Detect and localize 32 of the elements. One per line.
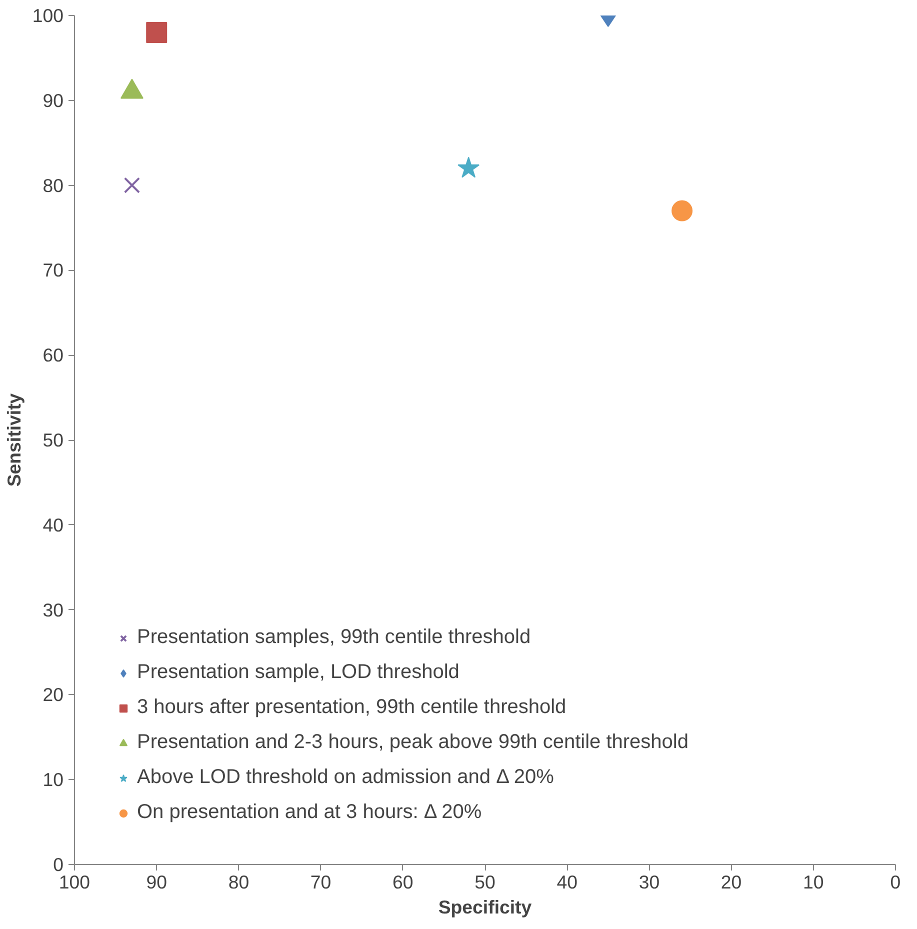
x-tick-label: 80 — [228, 872, 250, 892]
x-tick-label: 20 — [720, 872, 742, 892]
x-tick-label: 40 — [556, 872, 578, 892]
point — [672, 200, 693, 222]
x-axis-title: Specificity — [438, 896, 532, 918]
legend-label: Presentation samples, 99th centile threshold — [137, 626, 531, 649]
y-tick-label: 80 — [42, 174, 64, 196]
x-tick-label: 90 — [146, 872, 167, 892]
x-tick-label: 30 — [638, 872, 660, 892]
y-tick-label: 90 — [42, 90, 64, 111]
y-tick-label: 100 — [32, 5, 64, 26]
legend-label: Presentation sample, LOD threshold — [137, 661, 460, 684]
y-tick-label: 60 — [42, 344, 64, 366]
y-tick-label: 40 — [42, 514, 64, 536]
y-tick-label: 30 — [42, 599, 64, 620]
legend-label: Presentation and 2-3 hours, peak above 99th centile threshold — [137, 731, 688, 754]
legend-label: On presentation and at 3 hours: Δ 20% — [137, 801, 482, 824]
y-tick-label: 20 — [42, 684, 64, 706]
point — [124, 177, 140, 194]
x-tick-label: 0 — [890, 872, 901, 892]
y-tick-label: 50 — [42, 430, 64, 450]
x-tick-label: 10 — [803, 872, 824, 892]
y-tick-label: 10 — [42, 769, 64, 790]
y-axis-title: Sensitivity — [3, 392, 24, 487]
point — [146, 22, 168, 43]
x-tick-label: 60 — [392, 872, 414, 892]
point — [458, 156, 480, 178]
x-tick-label: 50 — [474, 872, 496, 892]
legend-label: Above LOD threshold on admission and Δ 20% — [137, 766, 554, 789]
x-tick-label: 70 — [310, 872, 332, 892]
legend-label: 3 hours after presentation, 99th centile threshold — [137, 696, 566, 719]
y-tick-label: 70 — [42, 260, 64, 281]
